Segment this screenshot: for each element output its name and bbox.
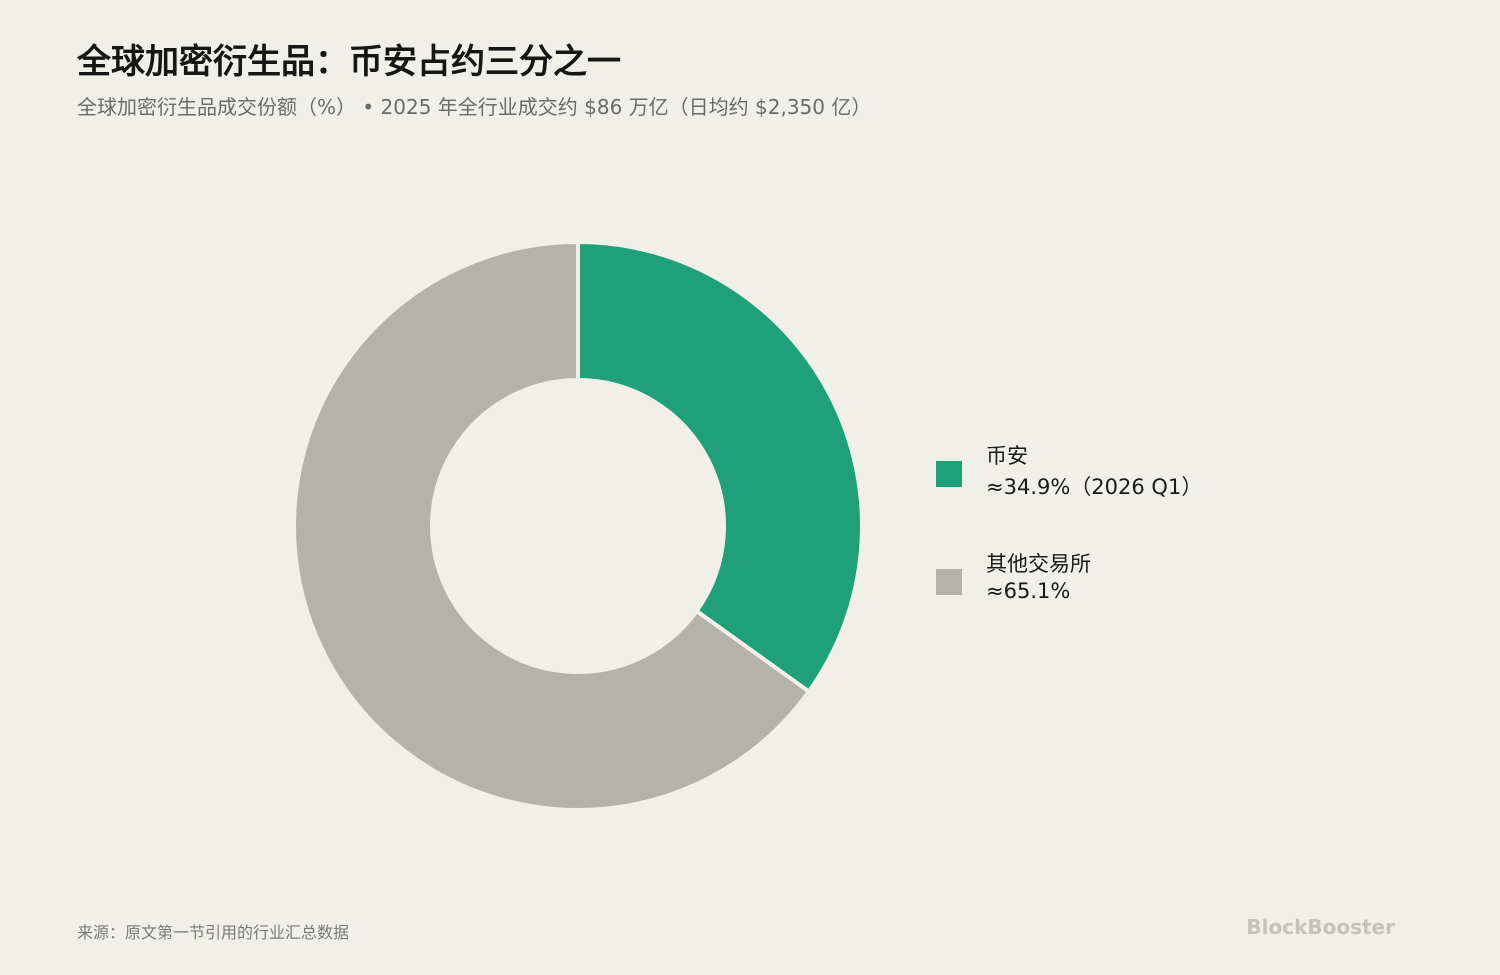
legend-swatch-others — [936, 569, 962, 595]
brand-logo: BlockBooster — [1246, 915, 1395, 939]
chart-subtitle: 全球加密衍生品成交份额（%） • 2025 年全行业成交约 $86 万亿（日均约… — [77, 95, 872, 119]
legend-value-others: ≈65.1% — [986, 579, 1071, 603]
source-note: 来源：原文第一节引用的行业汇总数据 — [77, 923, 350, 942]
legend-value-binance: ≈34.9%（2026 Q1） — [986, 475, 1203, 499]
legend-swatch-binance — [936, 461, 962, 487]
donut-slice-others — [292, 239, 812, 812]
legend-label-others: 其他交易所 — [986, 552, 1091, 576]
legend-label-binance: 币安 — [986, 444, 1028, 468]
chart-title: 全球加密衍生品：币安占约三分之一 — [77, 42, 621, 82]
donut-slice-binance — [576, 239, 864, 695]
